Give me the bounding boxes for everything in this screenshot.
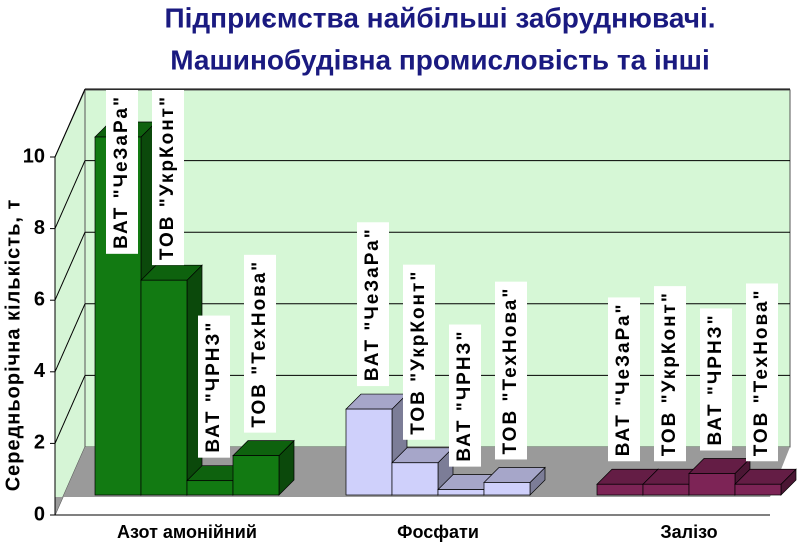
x-tick-label: Азот амонійний	[117, 522, 257, 542]
bar-label: ТОВ "УкрКонт"	[659, 291, 680, 456]
bar-label-box	[357, 222, 389, 387]
bar-label: ВАТ "ЧРНЗ"	[203, 321, 224, 453]
bar-label-box	[198, 315, 230, 458]
bar-label: ВАТ "ЧРНЗ"	[454, 330, 475, 462]
y-tick-label: 2	[34, 432, 45, 454]
bar-label: ВАТ "ЧеЗаРа"	[613, 302, 634, 456]
x-tick-label: Фосфати	[397, 522, 479, 542]
bar-label-box	[654, 286, 686, 462]
bar-label: ВАТ "ЧеЗаРа"	[362, 227, 383, 381]
bar-label-box	[449, 324, 481, 467]
bar-label: ТОВ "ТехНова"	[751, 288, 772, 456]
bar	[734, 483, 782, 496]
bar-label-box	[403, 264, 435, 440]
bar-label-box	[608, 297, 640, 462]
bar	[483, 482, 531, 496]
bar	[391, 462, 439, 496]
bar	[232, 455, 280, 496]
y-tick-label: 10	[23, 145, 45, 167]
y-axis-title: Середньорічна кількість, т	[2, 199, 24, 492]
y-tick-label: 6	[34, 288, 45, 310]
bar-label-box	[244, 254, 276, 433]
y-tick-label: 8	[34, 217, 45, 239]
bar-label-box	[106, 90, 138, 254]
bar	[596, 483, 644, 496]
bar-label-box	[495, 281, 527, 460]
bar-label: ВАТ "ЧРНЗ"	[705, 313, 726, 445]
bar-label-box	[152, 90, 184, 266]
side-wall	[54, 89, 86, 516]
bar	[688, 473, 736, 496]
bar	[140, 279, 188, 496]
bar-label: ВАТ "ЧеЗаРа"	[111, 95, 132, 249]
bar-label: ТОВ "УкрКонт"	[157, 95, 178, 260]
chart-subtitle: Машинобудівна промисловість та інші	[170, 44, 710, 75]
y-tick-label: 4	[34, 360, 46, 382]
bar-label: ТОВ "ТехНова"	[500, 287, 521, 455]
x-tick-label: Залізо	[660, 522, 717, 542]
grid-line	[54, 303, 86, 373]
bar	[642, 483, 690, 496]
grid-line	[54, 160, 86, 229]
grid-line	[54, 88, 86, 158]
bar-label: ТОВ "ТехНова"	[249, 260, 270, 428]
grid-line	[54, 231, 86, 301]
bar-label-box	[700, 308, 732, 451]
grid-line	[54, 375, 86, 444]
bar-label: ТОВ "УкрКонт"	[408, 270, 429, 435]
chart-title: Підприємства найбільші забруднювачі.	[164, 2, 715, 33]
bar	[345, 408, 393, 496]
bar	[186, 480, 234, 496]
bar-label-box	[746, 283, 778, 462]
bar	[437, 489, 485, 496]
y-tick-label: 0	[34, 503, 45, 525]
